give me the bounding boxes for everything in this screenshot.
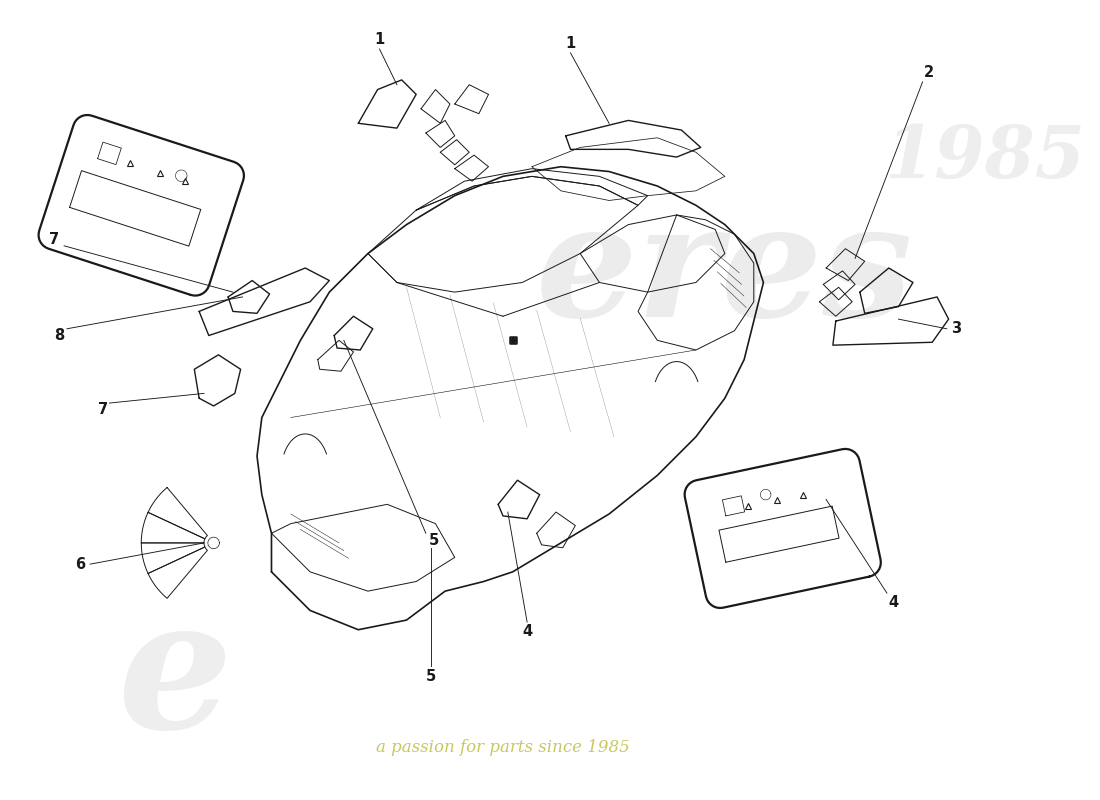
Text: 1: 1 — [565, 36, 575, 50]
Text: 3: 3 — [952, 322, 961, 336]
Text: 1985: 1985 — [884, 122, 1086, 193]
Text: 1: 1 — [374, 32, 385, 47]
Text: eres: eres — [536, 196, 913, 350]
Text: 8: 8 — [54, 328, 65, 343]
Text: 7: 7 — [50, 231, 59, 246]
Text: 5: 5 — [426, 669, 436, 683]
Text: 5: 5 — [428, 534, 439, 549]
Text: 7: 7 — [98, 402, 108, 418]
Text: 6: 6 — [76, 557, 86, 572]
Text: 4: 4 — [522, 624, 532, 639]
Text: 4: 4 — [889, 595, 899, 610]
Text: a passion for parts since 1985: a passion for parts since 1985 — [376, 739, 630, 756]
Text: e: e — [118, 590, 232, 766]
Text: 2: 2 — [924, 65, 934, 80]
